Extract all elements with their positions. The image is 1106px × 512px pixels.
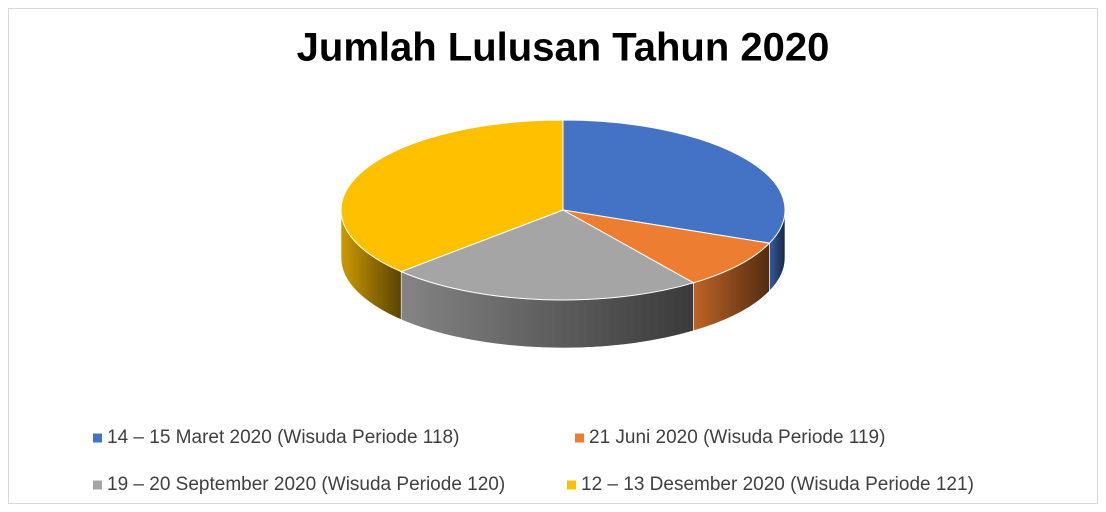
pie-slice <box>399 209 695 301</box>
pie-slice <box>562 119 786 244</box>
legend-swatch <box>93 480 102 490</box>
legend-swatch <box>93 433 102 443</box>
legend-swatch <box>567 480 576 490</box>
legend-label: 14 – 15 Maret 2020 (Wisuda Periode 118) <box>107 427 459 448</box>
legend-label: 21 Juni 2020 (Wisuda Periode 119) <box>589 427 885 448</box>
legend-swatch <box>575 433 584 443</box>
pie-slice <box>340 119 564 273</box>
legend-label: 12 – 13 Desember 2020 (Wisuda Periode 12… <box>581 474 974 495</box>
pie-slice <box>562 209 771 284</box>
legend-label: 19 – 20 September 2020 (Wisuda Periode 1… <box>107 474 505 495</box>
chart-title: Jumlah Lulusan Tahun 2020 <box>297 26 830 70</box>
